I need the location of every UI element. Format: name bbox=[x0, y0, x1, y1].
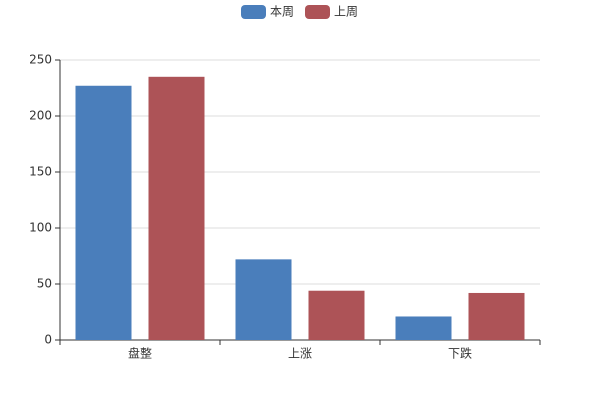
legend-label[interactable]: 本周 bbox=[270, 5, 294, 19]
legend-swatch[interactable] bbox=[241, 5, 266, 19]
y-tick-label: 50 bbox=[37, 277, 52, 291]
legend-swatch[interactable] bbox=[305, 5, 330, 19]
bar bbox=[308, 290, 365, 340]
legend-label[interactable]: 上周 bbox=[334, 5, 358, 19]
bar bbox=[235, 259, 292, 340]
x-tick-label: 上涨 bbox=[288, 346, 312, 361]
y-tick-label: 150 bbox=[29, 165, 52, 179]
y-tick-label: 200 bbox=[29, 109, 52, 123]
bar bbox=[148, 76, 205, 341]
x-tick-label: 下跌 bbox=[448, 346, 472, 361]
x-tick-label: 盘整 bbox=[128, 346, 152, 361]
y-tick-label: 250 bbox=[29, 53, 52, 67]
bar bbox=[395, 316, 452, 340]
bar bbox=[468, 292, 525, 340]
y-tick-label: 0 bbox=[44, 333, 52, 347]
bar bbox=[75, 85, 132, 340]
y-tick-label: 100 bbox=[29, 221, 52, 235]
